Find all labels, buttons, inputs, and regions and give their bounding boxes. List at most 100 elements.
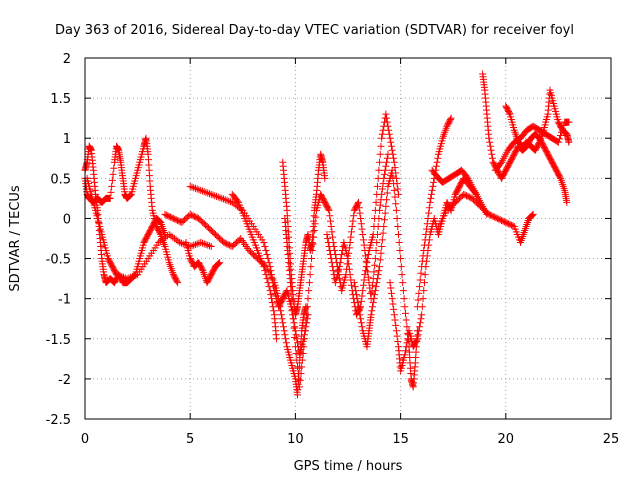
data-point-sat-j <box>360 276 368 284</box>
data-point-sat-d <box>280 327 288 335</box>
data-point-sat-j <box>378 134 386 142</box>
data-point-sat-c <box>174 237 182 245</box>
data-point-sat-g <box>268 299 276 307</box>
data-point-sat-j <box>394 185 402 193</box>
data-point-sat-i <box>325 206 333 214</box>
data-point-sat-k <box>368 307 376 315</box>
data-point-sat-g <box>263 275 271 283</box>
data-point-sat-j <box>386 134 394 142</box>
data-point-sat-i <box>365 279 373 287</box>
data-point-sat-i <box>383 154 391 162</box>
data-point-sat-f <box>213 192 220 200</box>
data-point-sat-f <box>266 263 274 271</box>
data-point-sat-k <box>390 180 398 188</box>
data-point-sat-b <box>173 277 181 285</box>
data-point-sat-j <box>338 251 346 259</box>
data-point-sat-k <box>357 315 365 323</box>
data-point-sat-f <box>204 189 212 197</box>
data-point-sat-j <box>328 259 336 267</box>
data-point-sat-c <box>169 233 177 241</box>
data-point-sat-j <box>362 267 370 275</box>
data-point-sat-m <box>421 236 429 244</box>
data-point-sat-e <box>214 260 222 268</box>
y-tick-label: -1 <box>58 293 71 308</box>
data-point-sat-k <box>357 319 365 327</box>
data-point-sat-i <box>359 236 367 244</box>
data-point-sat-c <box>120 273 128 281</box>
data-point-sat-q <box>535 140 543 148</box>
data-point-sat-f <box>267 267 275 275</box>
data-point-sat-k <box>356 311 364 319</box>
data-point-sat-m <box>424 214 432 222</box>
data-point-sat-l <box>387 284 395 292</box>
data-point-sat-e <box>198 265 206 273</box>
data-point-sat-k <box>373 275 381 283</box>
data-point-sat-i <box>312 213 320 221</box>
data-point-sat-i <box>349 217 357 225</box>
data-point-sat-m <box>427 190 435 198</box>
data-point-sat-i <box>289 315 297 323</box>
data-point-sat-d <box>282 339 290 347</box>
data-point-sat-i <box>383 158 391 166</box>
data-point-sat-i <box>305 287 313 295</box>
data-point-sat-c <box>158 236 166 244</box>
data-point-sat-i <box>309 240 317 248</box>
data-point-sat-j <box>385 130 393 138</box>
data-point-sat-j <box>383 114 391 122</box>
data-point-sat-c <box>170 235 178 242</box>
data-point-sat-f <box>198 187 206 195</box>
data-point-sat-i <box>372 247 380 255</box>
data-point-sat-i <box>302 319 310 327</box>
data-point-sat-k <box>358 323 366 331</box>
data-point-sat-n <box>529 210 537 218</box>
data-point-sat-f <box>225 197 233 205</box>
data-point-sat-i <box>303 311 311 319</box>
data-point-sat-g <box>270 307 278 315</box>
data-point-sat-k <box>383 196 391 204</box>
data-point-sat-k <box>355 303 363 311</box>
data-point-sat-j <box>382 110 390 118</box>
data-point-sat-m <box>418 257 426 265</box>
data-point-sat-n <box>528 211 536 219</box>
data-point-sat-p <box>486 142 494 150</box>
data-point-sat-f <box>188 183 196 191</box>
data-point-sat-f <box>223 196 231 204</box>
x-tick-label: 10 <box>287 432 304 447</box>
data-point-sat-j <box>337 255 345 263</box>
data-point-sat-c <box>188 242 196 250</box>
data-point-sat-c <box>167 232 175 240</box>
plot-frame <box>84 57 612 420</box>
data-point-sat-i <box>289 305 297 313</box>
data-point-sat-n <box>528 212 536 220</box>
data-point-sat-k <box>369 299 377 307</box>
data-point-sat-l <box>415 327 423 335</box>
data-point-sat-k <box>378 243 386 251</box>
data-point-sat-i <box>287 287 295 295</box>
data-point-sat-i <box>364 273 372 281</box>
y-tick-label: 0.5 <box>50 172 71 187</box>
data-point-sat-j <box>374 174 382 182</box>
data-point-sat-i <box>348 222 356 230</box>
data-point-sat-r <box>559 125 567 133</box>
data-point-sat-p <box>486 138 494 146</box>
data-point-sat-j <box>336 263 344 271</box>
data-point-sat-i <box>296 383 304 391</box>
data-point-sat-g <box>265 283 273 291</box>
data-point-sat-l <box>387 289 395 297</box>
data-point-sat-j <box>369 230 377 238</box>
data-point-sat-k <box>383 189 391 197</box>
data-point-sat-m <box>416 283 424 291</box>
data-point-sat-m <box>430 178 438 186</box>
data-point-sat-c <box>132 271 140 279</box>
data-point-sat-c <box>202 241 210 249</box>
data-point-sat-f <box>202 188 210 196</box>
data-point-sat-c <box>114 271 122 279</box>
data-point-sat-k <box>397 255 405 263</box>
data-point-sat-k <box>381 209 389 217</box>
data-point-sat-l <box>402 347 410 355</box>
data-point-sat-f <box>228 198 236 206</box>
y-tick-label: -2.5 <box>46 413 71 428</box>
data-point-sat-j <box>375 166 383 174</box>
data-point-sat-f <box>195 186 203 194</box>
